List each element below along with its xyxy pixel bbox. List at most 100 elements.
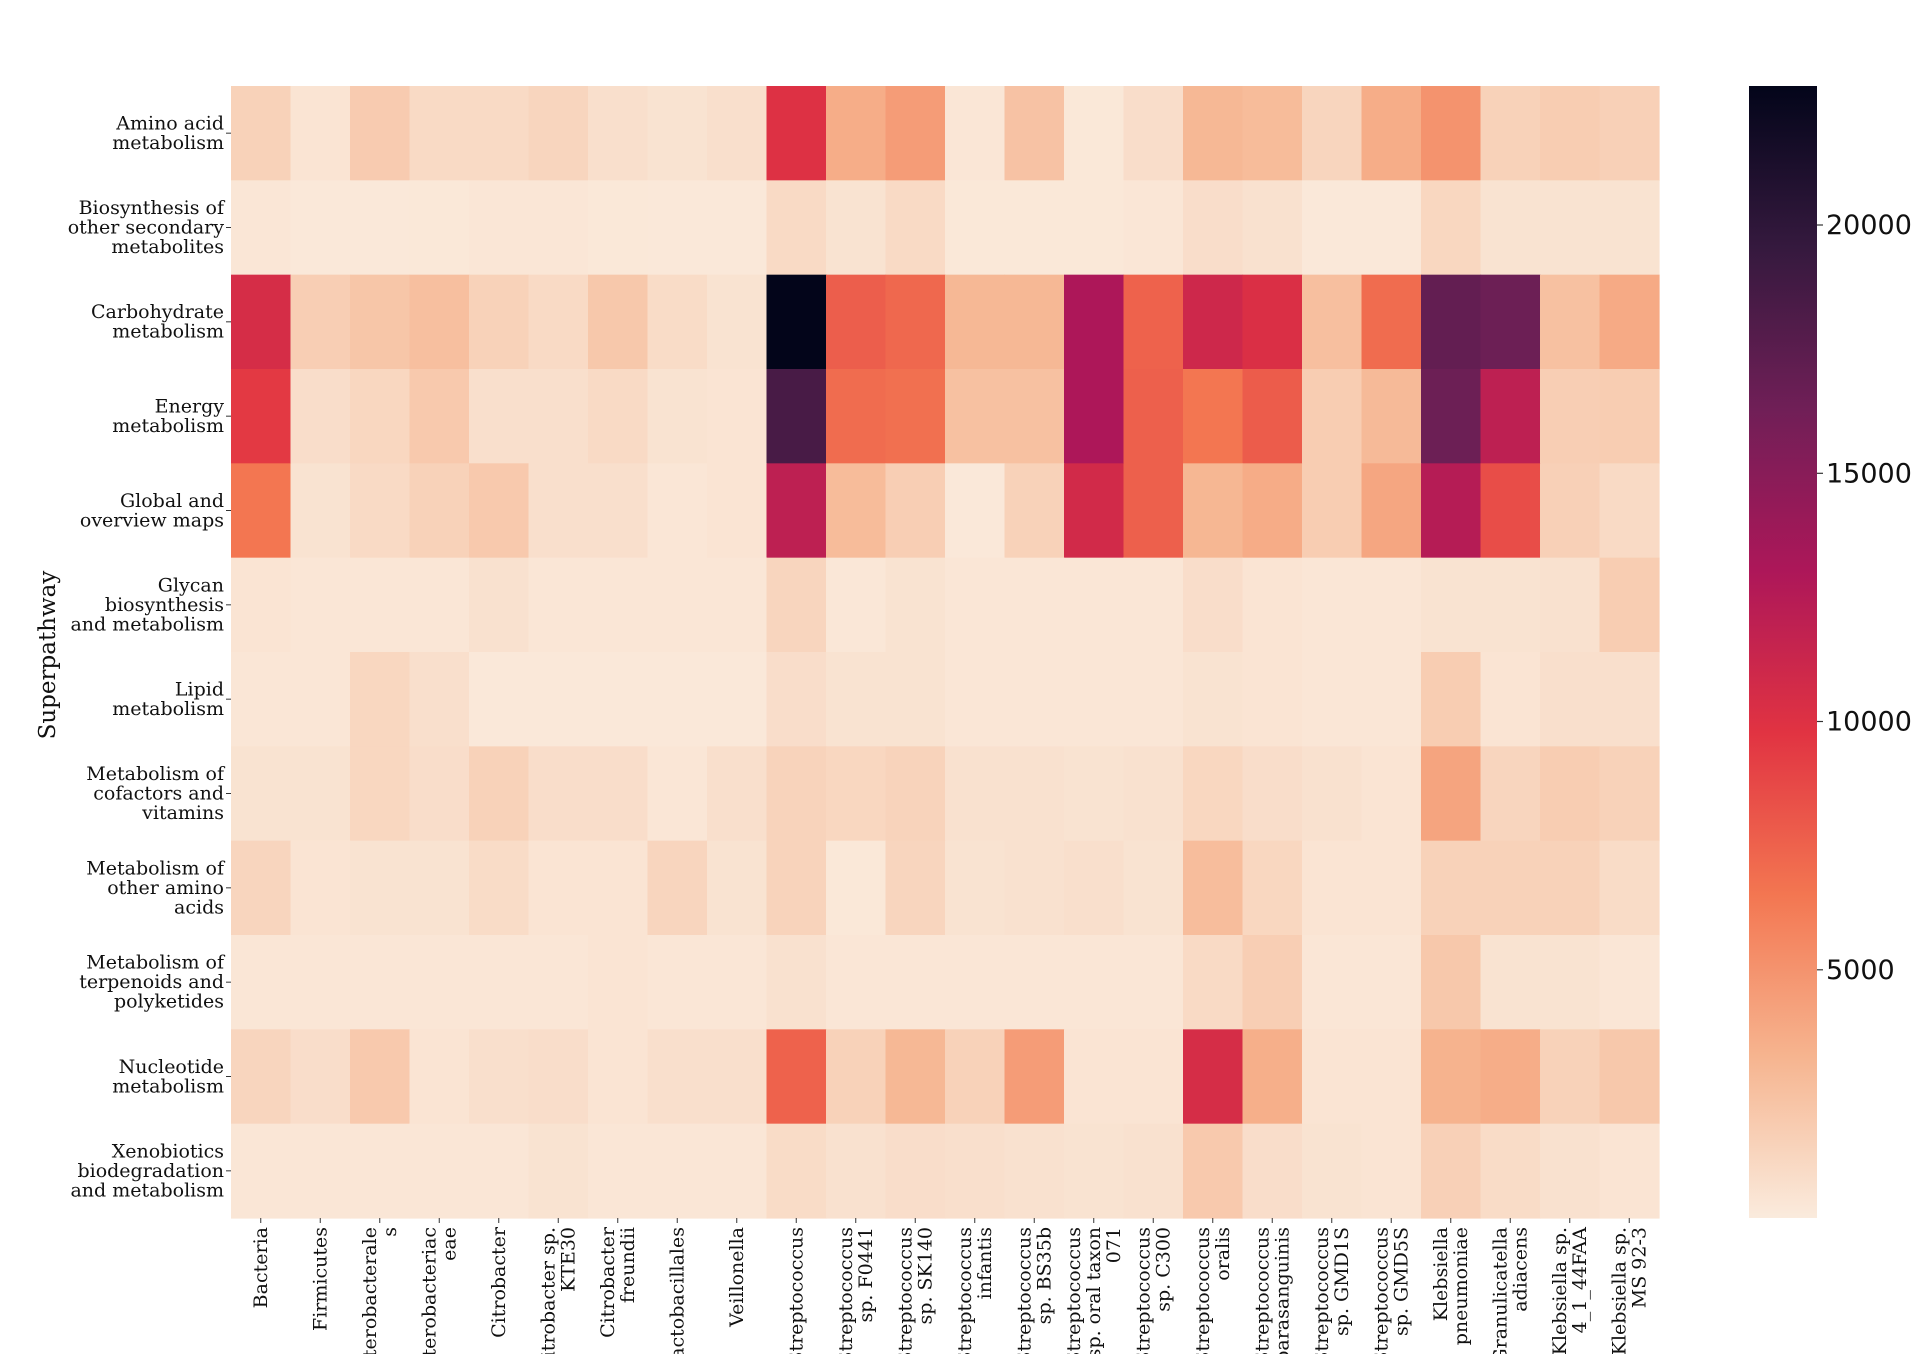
heatmap-cell	[528, 86, 589, 181]
heatmap-cell	[1599, 840, 1660, 936]
heatmap-cell	[1183, 557, 1244, 653]
row-label: Nucleotide metabolism	[112, 1056, 224, 1098]
heatmap-cell	[350, 180, 411, 276]
column-label-group: Klebsiella sp.MS 92-3	[1608, 1227, 1650, 1355]
heatmap-cell	[707, 274, 768, 370]
heatmap-cell	[1421, 840, 1482, 936]
heatmap-cell	[231, 463, 292, 559]
heatmap-cell	[588, 935, 649, 1030]
heatmap-cell	[350, 1029, 411, 1125]
heatmap-cells	[231, 86, 1660, 1219]
heatmap-cell	[945, 86, 1006, 181]
heatmap-cell	[1064, 652, 1125, 747]
heatmap-cell	[1540, 1123, 1601, 1219]
column-label-group: Citrobacterfreundii	[597, 1226, 639, 1338]
column-label: Streptococcussp. SK140	[894, 1227, 936, 1354]
heatmap-cell	[290, 746, 351, 842]
row-label: Amino acid metabolism	[112, 112, 224, 154]
heatmap-cell	[766, 1123, 827, 1219]
heatmap-cell	[885, 1123, 946, 1219]
heatmap-cell	[409, 274, 470, 370]
heatmap-cell	[1064, 746, 1125, 842]
heatmap-cell	[1480, 746, 1541, 842]
heatmap-cell	[528, 369, 589, 464]
heatmap-cell	[1123, 86, 1184, 181]
heatmap-cell	[1064, 86, 1125, 181]
heatmap-cell	[1540, 180, 1601, 276]
heatmap-cell	[945, 557, 1006, 653]
heatmap-cell	[409, 180, 470, 276]
heatmap-cell	[1123, 1029, 1184, 1125]
row-labels: Amino acid metabolism Biosynthesis of other…	[68, 112, 231, 1201]
heatmap-cell	[469, 274, 530, 370]
heatmap-cell	[231, 652, 292, 747]
heatmap-cell	[826, 652, 887, 747]
heatmap-cell	[231, 1029, 292, 1125]
column-label-group: Streptococcusoralis	[1192, 1227, 1234, 1359]
column-label-group: Streptococcussp. oral taxon071	[1063, 1227, 1125, 1359]
heatmap-cell	[945, 274, 1006, 370]
column-label: Streptococcus	[785, 1227, 807, 1354]
heatmap-cell	[469, 369, 530, 464]
heatmap-cell	[885, 557, 946, 653]
heatmap-cell	[766, 1029, 827, 1125]
heatmap-cell	[231, 274, 292, 370]
heatmap-cell	[1599, 180, 1660, 276]
heatmap-cell	[1302, 840, 1363, 936]
heatmap-cell	[1480, 180, 1541, 276]
heatmap-cell	[1183, 274, 1244, 370]
heatmap-cell	[1302, 180, 1363, 276]
heatmap-cell	[1599, 1029, 1660, 1125]
heatmap-cell	[1183, 463, 1244, 559]
heatmap-cell	[469, 935, 530, 1030]
column-label: Streptococcusoralis	[1192, 1227, 1234, 1354]
column-label-group: Streptococcusparasanguinis	[1251, 1227, 1293, 1359]
heatmap-cell	[290, 180, 351, 276]
heatmap-cell	[885, 274, 946, 370]
heatmap-cell	[588, 1123, 649, 1219]
column-label: Streptococcussp. BS35b	[1013, 1227, 1055, 1354]
column-label: Firmicutes	[309, 1227, 331, 1331]
heatmap-cell	[1361, 1123, 1422, 1219]
heatmap-cell	[1242, 274, 1303, 370]
heatmap-cell	[1064, 935, 1125, 1030]
y-axis-title: Superpathway	[35, 571, 61, 740]
heatmap-cell	[1480, 652, 1541, 747]
heatmap-cell	[1421, 180, 1482, 276]
row-label: Energy metabolism	[112, 395, 224, 437]
heatmap-cell	[1123, 1123, 1184, 1219]
heatmap-cell	[1242, 1123, 1303, 1219]
heatmap-cell	[290, 652, 351, 747]
heatmap-cell	[1599, 274, 1660, 370]
heatmap-cell	[647, 1123, 708, 1219]
heatmap-cell	[707, 652, 768, 747]
heatmap-cell	[1123, 369, 1184, 464]
heatmap-cell	[647, 463, 708, 559]
heatmap-cell	[1302, 274, 1363, 370]
heatmap-cell	[1302, 935, 1363, 1030]
heatmap-cell	[945, 935, 1006, 1030]
column-label: Streptococcusparasanguinis	[1251, 1227, 1293, 1354]
heatmap-cell	[945, 652, 1006, 747]
heatmap-cell	[1123, 274, 1184, 370]
column-label: Streptococcussp. C300	[1132, 1227, 1174, 1354]
heatmap-cell	[885, 652, 946, 747]
heatmap-cell	[1480, 369, 1541, 464]
heatmap-cell	[1183, 369, 1244, 464]
heatmap-cell	[1183, 1123, 1244, 1219]
column-label-group: Streptococcusinfantis	[954, 1227, 996, 1359]
heatmap-cell	[588, 463, 649, 559]
heatmap-cell	[1361, 274, 1422, 370]
column-label-group: Veillonella	[726, 1227, 748, 1328]
heatmap-cell	[826, 369, 887, 464]
colorbar-tick-label: 5000	[1826, 955, 1895, 986]
heatmap-cell	[885, 180, 946, 276]
heatmap-cell	[409, 746, 470, 842]
heatmap-cell	[409, 557, 470, 653]
column-label-group: Enterobacterales	[359, 1227, 401, 1359]
heatmap-cell	[1183, 1029, 1244, 1125]
heatmap-cell	[707, 840, 768, 936]
heatmap-cell	[350, 463, 411, 559]
heatmap-cell	[766, 840, 827, 936]
heatmap-cell	[528, 1029, 589, 1125]
